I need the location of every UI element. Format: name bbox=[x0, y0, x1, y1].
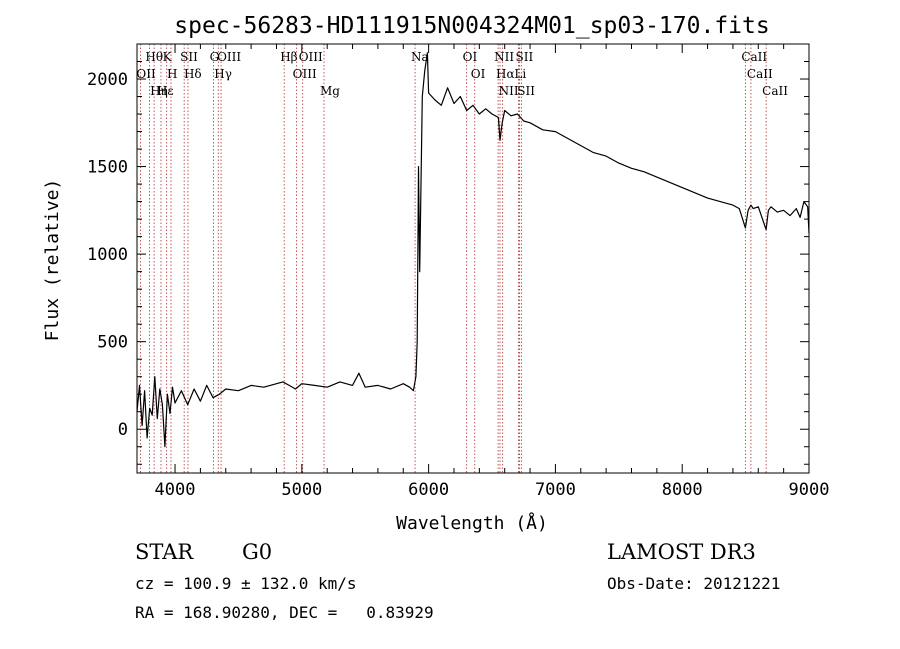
y-axis-label: Flux (relative) bbox=[42, 179, 63, 342]
spectral-line-label: OIII bbox=[217, 50, 241, 64]
spectral-line-label: OII bbox=[136, 67, 156, 81]
spectral-lines-layer bbox=[140, 44, 767, 473]
spectral-line-label: H bbox=[167, 67, 177, 81]
obs-date-text: Obs-Date: 20121221 bbox=[607, 574, 781, 593]
spectral-line-label: Na bbox=[411, 50, 429, 64]
axes-layer: 4000 5000 6000 7000 8000 9000 0 500 1000 1500 2000 bbox=[87, 43, 830, 500]
spectral-line-label: OI bbox=[471, 67, 486, 81]
y-tick-label: 2000 bbox=[87, 70, 128, 90]
spectral-line-label: Hη bbox=[150, 84, 168, 98]
redshift-text: cz = 100.9 ± 132.0 km/s bbox=[135, 574, 357, 593]
spectrum-chart: spec-56283-HD111915N004324M01_sp03-170.f… bbox=[42, 13, 830, 534]
spectral-line-label: SII bbox=[516, 50, 534, 64]
spectral-line-label: SII bbox=[517, 84, 535, 98]
spectral-line-label: G bbox=[210, 50, 220, 64]
spectral-line-label: CaII bbox=[747, 67, 773, 81]
subclass-label: G0 bbox=[242, 540, 273, 564]
spectral-line-label: NII bbox=[499, 84, 519, 98]
plot-frame bbox=[136, 43, 810, 474]
spectral-line-label: SII bbox=[180, 50, 198, 64]
survey-label: LAMOST DR3 bbox=[607, 540, 756, 564]
y-tick-label: 0 bbox=[118, 420, 128, 440]
x-tick-label: 5000 bbox=[281, 480, 322, 500]
series-layer bbox=[136, 52, 810, 448]
x-axis-label: Wavelength (Å) bbox=[396, 512, 548, 534]
y-tick-label: 500 bbox=[97, 333, 128, 353]
y-tick-label: 1000 bbox=[87, 245, 128, 265]
x-tick-label: 7000 bbox=[535, 480, 576, 500]
spectral-line-label: K bbox=[163, 50, 173, 64]
spectral-line-label: Hε bbox=[157, 84, 174, 98]
spectral-line-label: CaII bbox=[741, 50, 767, 64]
spectral-line-label: Hθ bbox=[145, 50, 163, 64]
x-tick-label: 4000 bbox=[155, 480, 196, 500]
spectral-line-label: OIII bbox=[299, 50, 323, 64]
y-tick-label: 1500 bbox=[87, 158, 128, 178]
spectral-line-label: Hα bbox=[496, 67, 515, 81]
spectrum-line bbox=[136, 52, 810, 448]
spectral-line-label: OI bbox=[463, 50, 478, 64]
spectral-line-label: OIII bbox=[293, 67, 317, 81]
chart-title: spec-56283-HD111915N004324M01_sp03-170.f… bbox=[174, 13, 769, 39]
class-label: STAR bbox=[135, 540, 194, 564]
spectral-line-label: CaII bbox=[762, 84, 788, 98]
spectral-line-label: Li bbox=[514, 67, 526, 81]
x-tick-label: 9000 bbox=[789, 480, 830, 500]
spectral-line-label: Mg bbox=[320, 84, 340, 98]
spectral-line-label: NII bbox=[494, 50, 514, 64]
spectral-line-label: Hβ bbox=[280, 50, 297, 64]
x-tick-label: 8000 bbox=[662, 480, 703, 500]
radec-text: RA = 168.90280, DEC = 0.83929 bbox=[135, 603, 434, 622]
spectral-line-label: Hδ bbox=[184, 67, 202, 81]
spectral-line-label: Hγ bbox=[214, 67, 232, 81]
x-tick-label: 6000 bbox=[408, 480, 449, 500]
